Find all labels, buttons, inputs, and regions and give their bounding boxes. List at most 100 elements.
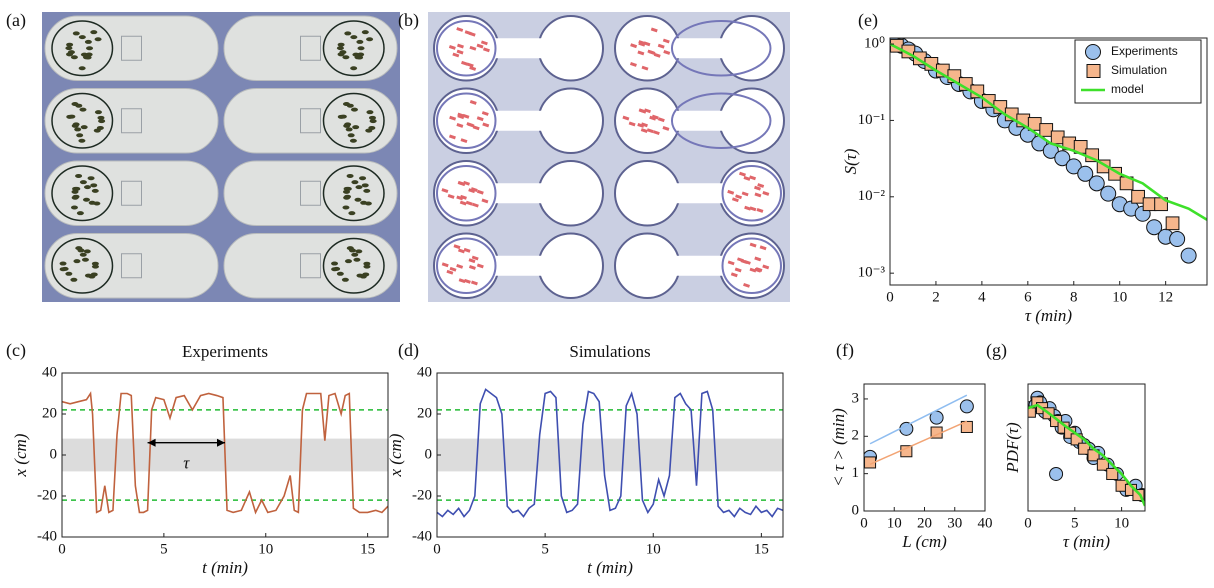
agent (352, 125, 360, 130)
point (1078, 442, 1091, 455)
agent (71, 195, 79, 200)
arrow-head (147, 438, 225, 447)
agent (622, 115, 630, 121)
agent (356, 39, 364, 44)
swarm-outline (51, 20, 114, 77)
chamber (223, 160, 398, 226)
y-tick-label: 0 (425, 446, 433, 462)
agent (640, 122, 648, 128)
x-tick-label: 0 (433, 541, 441, 557)
point (1050, 130, 1065, 145)
agent (79, 107, 87, 112)
swarm-outline (436, 92, 497, 149)
agent (91, 264, 99, 269)
agent (342, 55, 350, 60)
x-tick-label: 8 (1070, 289, 1078, 305)
y-tick-label: 20 (417, 405, 432, 421)
agent (73, 259, 81, 264)
agent (350, 107, 358, 112)
x-tick-label: 10 (646, 541, 661, 557)
y-tick-label: -40 (37, 528, 57, 544)
agent (467, 122, 475, 128)
agent (476, 263, 484, 269)
agent (460, 138, 468, 144)
agent (466, 62, 474, 68)
agent (337, 42, 345, 47)
agent (749, 242, 757, 248)
agent (459, 194, 467, 200)
y-tick-label: 10⁻³ (858, 265, 886, 281)
x-tick-label: 2 (932, 289, 940, 305)
agent (79, 252, 87, 257)
x-axis-label: τ (min) (1025, 306, 1072, 325)
agent (66, 52, 74, 57)
agent (736, 257, 744, 263)
agent (361, 183, 369, 188)
channel (482, 38, 555, 59)
x-tick-label: 10 (1114, 515, 1129, 531)
agent (628, 121, 636, 127)
agent (348, 211, 356, 216)
point (1054, 150, 1071, 167)
point (899, 421, 914, 436)
x-tick-label: 5 (541, 541, 549, 557)
x-tick-label: 10 (1112, 289, 1127, 305)
agent (344, 186, 352, 191)
agent (369, 119, 377, 124)
agent (86, 46, 94, 51)
y-tick-label: 10⁻¹ (858, 112, 885, 128)
agent (79, 180, 87, 185)
point (1131, 189, 1145, 204)
agent (762, 264, 770, 270)
agent (630, 43, 638, 49)
x-tick-label: 20 (917, 515, 932, 531)
chart-title: Experiments (182, 342, 268, 361)
agent (643, 41, 651, 47)
chart-title: Simulations (569, 342, 650, 361)
channel (482, 110, 555, 131)
agent (72, 31, 80, 36)
panel-label: (g) (986, 340, 1007, 361)
agent (470, 187, 478, 193)
agent (468, 31, 476, 37)
agent (727, 189, 735, 195)
agent (78, 66, 86, 71)
swarm-outline (670, 20, 772, 77)
agent (456, 49, 464, 55)
swarm-outline (322, 92, 385, 149)
y-tick-label: 1 (852, 465, 860, 481)
agent (637, 50, 645, 56)
line (1028, 403, 1145, 507)
channel-grid (300, 180, 321, 206)
agent (343, 123, 351, 128)
agent (344, 31, 352, 36)
agent (339, 114, 347, 119)
agent (342, 205, 350, 210)
x-axis-label: t (min) (587, 558, 633, 577)
agent (759, 245, 767, 251)
x-tick-label: 5 (1071, 515, 1079, 531)
agent (366, 110, 374, 115)
agent (749, 267, 757, 273)
x-axis-label: L (cm) (901, 532, 947, 551)
agent (75, 103, 83, 108)
swarm-outline (322, 20, 385, 77)
agent (648, 50, 656, 56)
axes-frame (889, 37, 1208, 286)
y-axis-label: x (cm) (386, 433, 405, 477)
point (1132, 489, 1145, 502)
point (959, 399, 974, 414)
agent (80, 52, 88, 57)
point (1049, 466, 1064, 481)
swarm-outline (51, 92, 114, 149)
agent (734, 267, 742, 273)
agent (452, 52, 460, 58)
x-tick-label: 0 (1024, 515, 1032, 531)
agent (65, 271, 73, 276)
y-tick-label: 3 (852, 390, 860, 406)
agent (351, 252, 359, 257)
agent (78, 35, 86, 40)
agent (346, 173, 354, 178)
agent (91, 261, 99, 266)
